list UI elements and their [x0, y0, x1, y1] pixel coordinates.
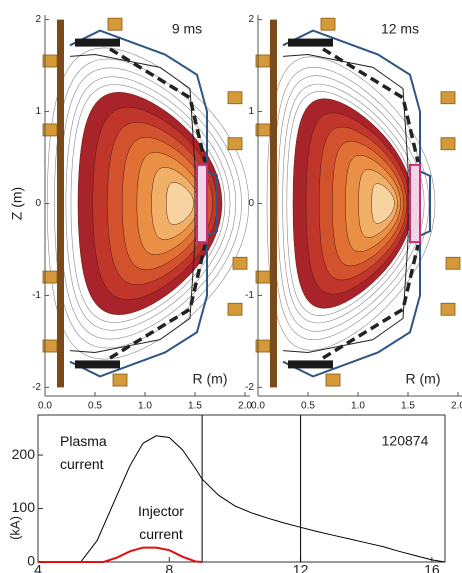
y-axis-label: (kA): [7, 516, 22, 540]
y-tick-label: -2: [32, 382, 41, 393]
coil: [108, 18, 122, 30]
x-tick-label: 2.0: [451, 401, 462, 412]
x-tick-label: 0.0: [251, 401, 265, 412]
coil: [441, 92, 455, 104]
x-tick-label: 0.5: [301, 401, 315, 412]
x-tick-label: 4: [34, 562, 42, 573]
divertor: [288, 39, 333, 47]
y-tick-label: -1: [245, 290, 254, 301]
divertor: [75, 360, 120, 368]
coil: [321, 18, 335, 30]
coil: [441, 138, 455, 150]
series-label: Injector current: [122, 500, 200, 546]
y-tick-label: -2: [245, 382, 254, 393]
figure: 0.00.51.01.52.0-2-10129 msR (m)Z (m)0.00…: [0, 0, 462, 573]
x-tick-label: 12: [293, 562, 309, 573]
y-axis-label: Z (m): [9, 187, 25, 220]
coil: [228, 138, 242, 150]
y-tick-label: 200: [12, 446, 36, 462]
x-axis-label: R (m): [193, 371, 228, 387]
x-tick-label: 8: [165, 562, 173, 573]
x-tick-label: 0.0: [38, 401, 52, 412]
panel-title: 9 ms: [172, 21, 202, 37]
coil: [228, 92, 242, 104]
coil: [446, 257, 460, 269]
x-tick-label: 1.0: [351, 401, 365, 412]
y-tick-label: 100: [12, 499, 36, 515]
series-label: Plasma current: [60, 430, 138, 476]
coil: [228, 303, 242, 315]
divertor: [75, 39, 120, 47]
x-tick-label: 1.5: [188, 401, 202, 412]
x-axis-label: R (m): [406, 371, 441, 387]
antenna: [410, 165, 420, 242]
chart: 0.00.51.01.52.0-2-10129 msR (m)Z (m)0.00…: [0, 0, 462, 573]
y-tick-label: 0: [35, 198, 41, 209]
y-tick-label: 2: [35, 14, 41, 25]
x-tick-label: 0.5: [88, 401, 102, 412]
coil: [113, 374, 127, 386]
series-line: [38, 548, 202, 562]
x-tick-label: 1.0: [138, 401, 152, 412]
y-tick-label: 2: [248, 14, 254, 25]
panel-title: 12 ms: [381, 21, 419, 37]
annotation: 120874: [382, 433, 429, 449]
antenna: [197, 165, 207, 242]
x-tick-label: 1.5: [401, 401, 415, 412]
coil: [441, 303, 455, 315]
x-tick-label: 16: [424, 562, 440, 573]
coil: [326, 374, 340, 386]
y-tick-label: 0: [248, 198, 254, 209]
coil: [233, 257, 247, 269]
y-tick-label: 1: [35, 106, 41, 117]
y-tick-label: -1: [32, 290, 41, 301]
center-stack: [57, 20, 64, 388]
y-tick-label: 1: [248, 106, 254, 117]
divertor: [288, 360, 333, 368]
center-stack: [270, 20, 277, 388]
